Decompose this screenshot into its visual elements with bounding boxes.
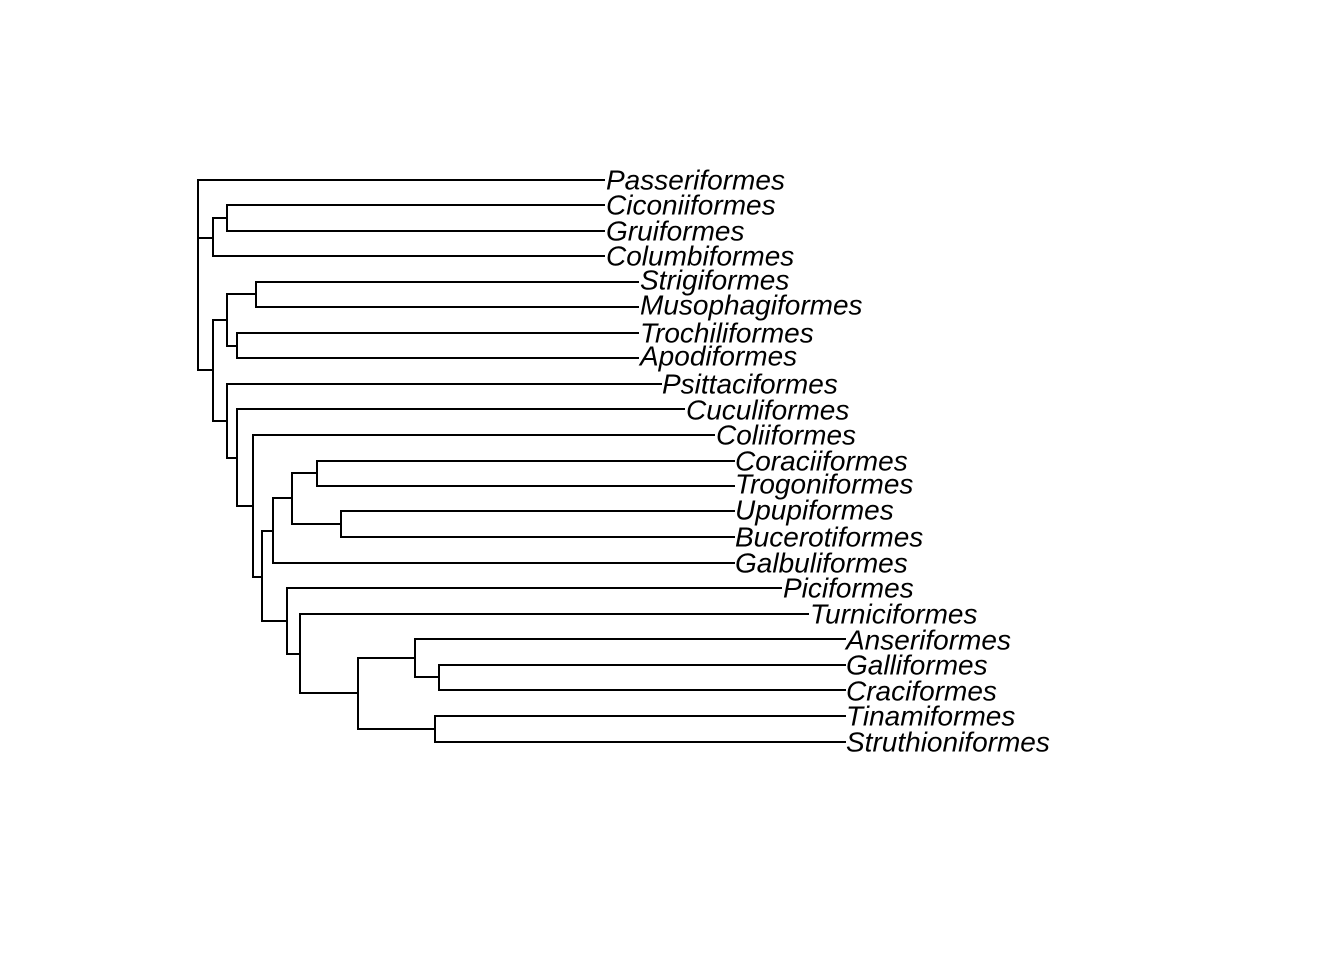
tip-label: Psittaciformes	[662, 368, 838, 399]
tip-label: Piciformes	[783, 572, 914, 603]
tip-label: Apodiformes	[638, 340, 797, 371]
tip-label: Passeriformes	[606, 164, 785, 195]
tree-branches	[197, 179, 846, 743]
tip-label: Anseriformes	[844, 624, 1011, 655]
tip-label: Struthioniformes	[846, 726, 1050, 757]
tip-label: Craciformes	[846, 675, 997, 706]
tip-labels: Passeriformes Ciconiiformes Gruiformes C…	[606, 164, 1050, 757]
tip-label: Turniciformes	[810, 598, 978, 629]
tip-label: Trochiliformes	[640, 317, 814, 348]
tip-label: Ciconiiformes	[606, 189, 776, 220]
tip-label: Galbuliformes	[735, 547, 908, 578]
tip-label: Coraciiformes	[735, 445, 908, 476]
tip-label: Cuculiformes	[686, 394, 849, 425]
tip-label: Columbiformes	[606, 240, 794, 271]
tip-label: Tinamiformes	[846, 700, 1015, 731]
tip-label: Upupiformes	[735, 494, 894, 525]
tip-label: Gruiformes	[606, 215, 744, 246]
tip-label: Bucerotiformes	[735, 521, 923, 552]
tip-label: Trogoniformes	[735, 468, 913, 499]
tip-label: Galliformes	[846, 649, 988, 680]
tip-label: Musophagiformes	[640, 289, 863, 320]
tip-label: Strigiformes	[640, 264, 789, 295]
tip-label: Coliiformes	[716, 419, 856, 450]
